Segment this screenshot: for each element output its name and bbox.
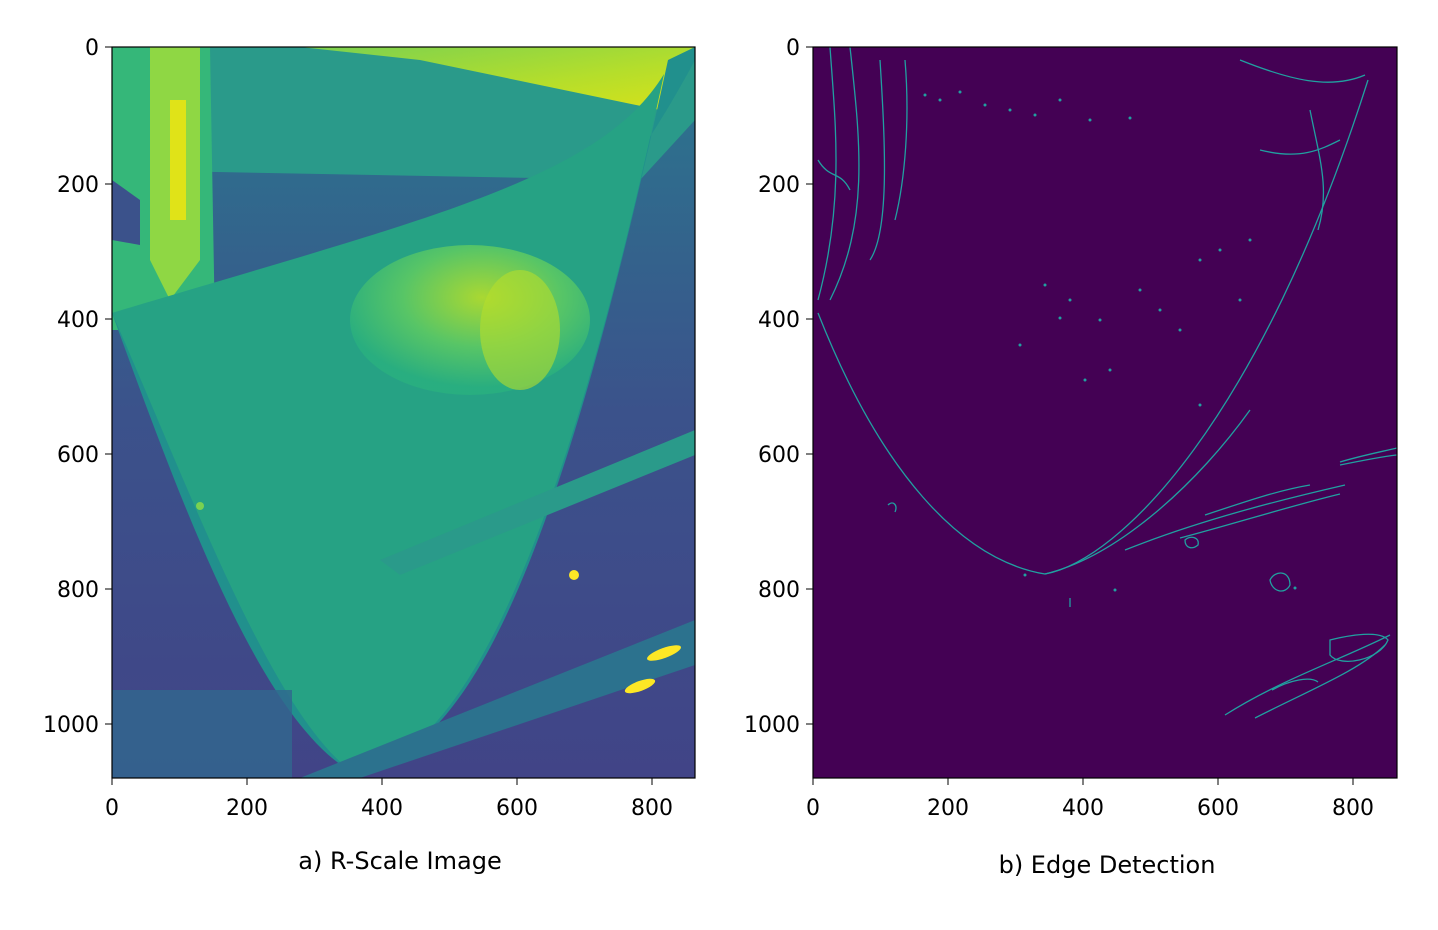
- y-tick-label: 400: [758, 308, 800, 333]
- y-tick-label: 800: [758, 578, 800, 603]
- panel-a: 0 200 400 600 800 0 200 400 600 800 1000…: [43, 36, 696, 875]
- panel-b-caption: b) Edge Detection: [999, 851, 1216, 879]
- y-tick-label: 1000: [744, 713, 800, 738]
- x-tick-label: 0: [105, 796, 119, 821]
- x-tick-label: 200: [226, 796, 268, 821]
- panel-b-y-axis: 0 200 400 600 800 1000: [744, 36, 813, 738]
- panel-a-x-axis: 0 200 400 600 800: [105, 778, 673, 821]
- panel-a-y-axis: 0 200 400 600 800 1000: [43, 36, 112, 738]
- panel-b-x-axis: 0 200 400 600 800: [806, 778, 1374, 821]
- edge-detection-image: [813, 47, 1397, 778]
- panel-b: 0 200 400 600 800 0 200 400 600 800 1000…: [744, 36, 1398, 879]
- y-tick-label: 0: [85, 36, 99, 61]
- x-tick-label: 0: [806, 796, 820, 821]
- x-tick-label: 400: [361, 796, 403, 821]
- x-tick-label: 600: [1197, 796, 1239, 821]
- y-tick-label: 200: [57, 173, 99, 198]
- x-tick-label: 400: [1062, 796, 1104, 821]
- y-tick-label: 1000: [43, 713, 99, 738]
- y-tick-label: 600: [758, 443, 800, 468]
- x-tick-label: 200: [927, 796, 969, 821]
- x-tick-label: 600: [496, 796, 538, 821]
- panel-b-frame: [812, 46, 1398, 779]
- y-tick-label: 0: [786, 36, 800, 61]
- y-tick-label: 400: [57, 308, 99, 333]
- x-tick-label: 800: [1332, 796, 1374, 821]
- y-tick-label: 800: [57, 578, 99, 603]
- y-tick-label: 200: [758, 173, 800, 198]
- panel-a-caption: a) R-Scale Image: [298, 847, 501, 875]
- panel-a-frame: [111, 46, 696, 779]
- r-scale-image: [112, 47, 695, 778]
- y-tick-label: 600: [57, 443, 99, 468]
- x-tick-label: 800: [631, 796, 673, 821]
